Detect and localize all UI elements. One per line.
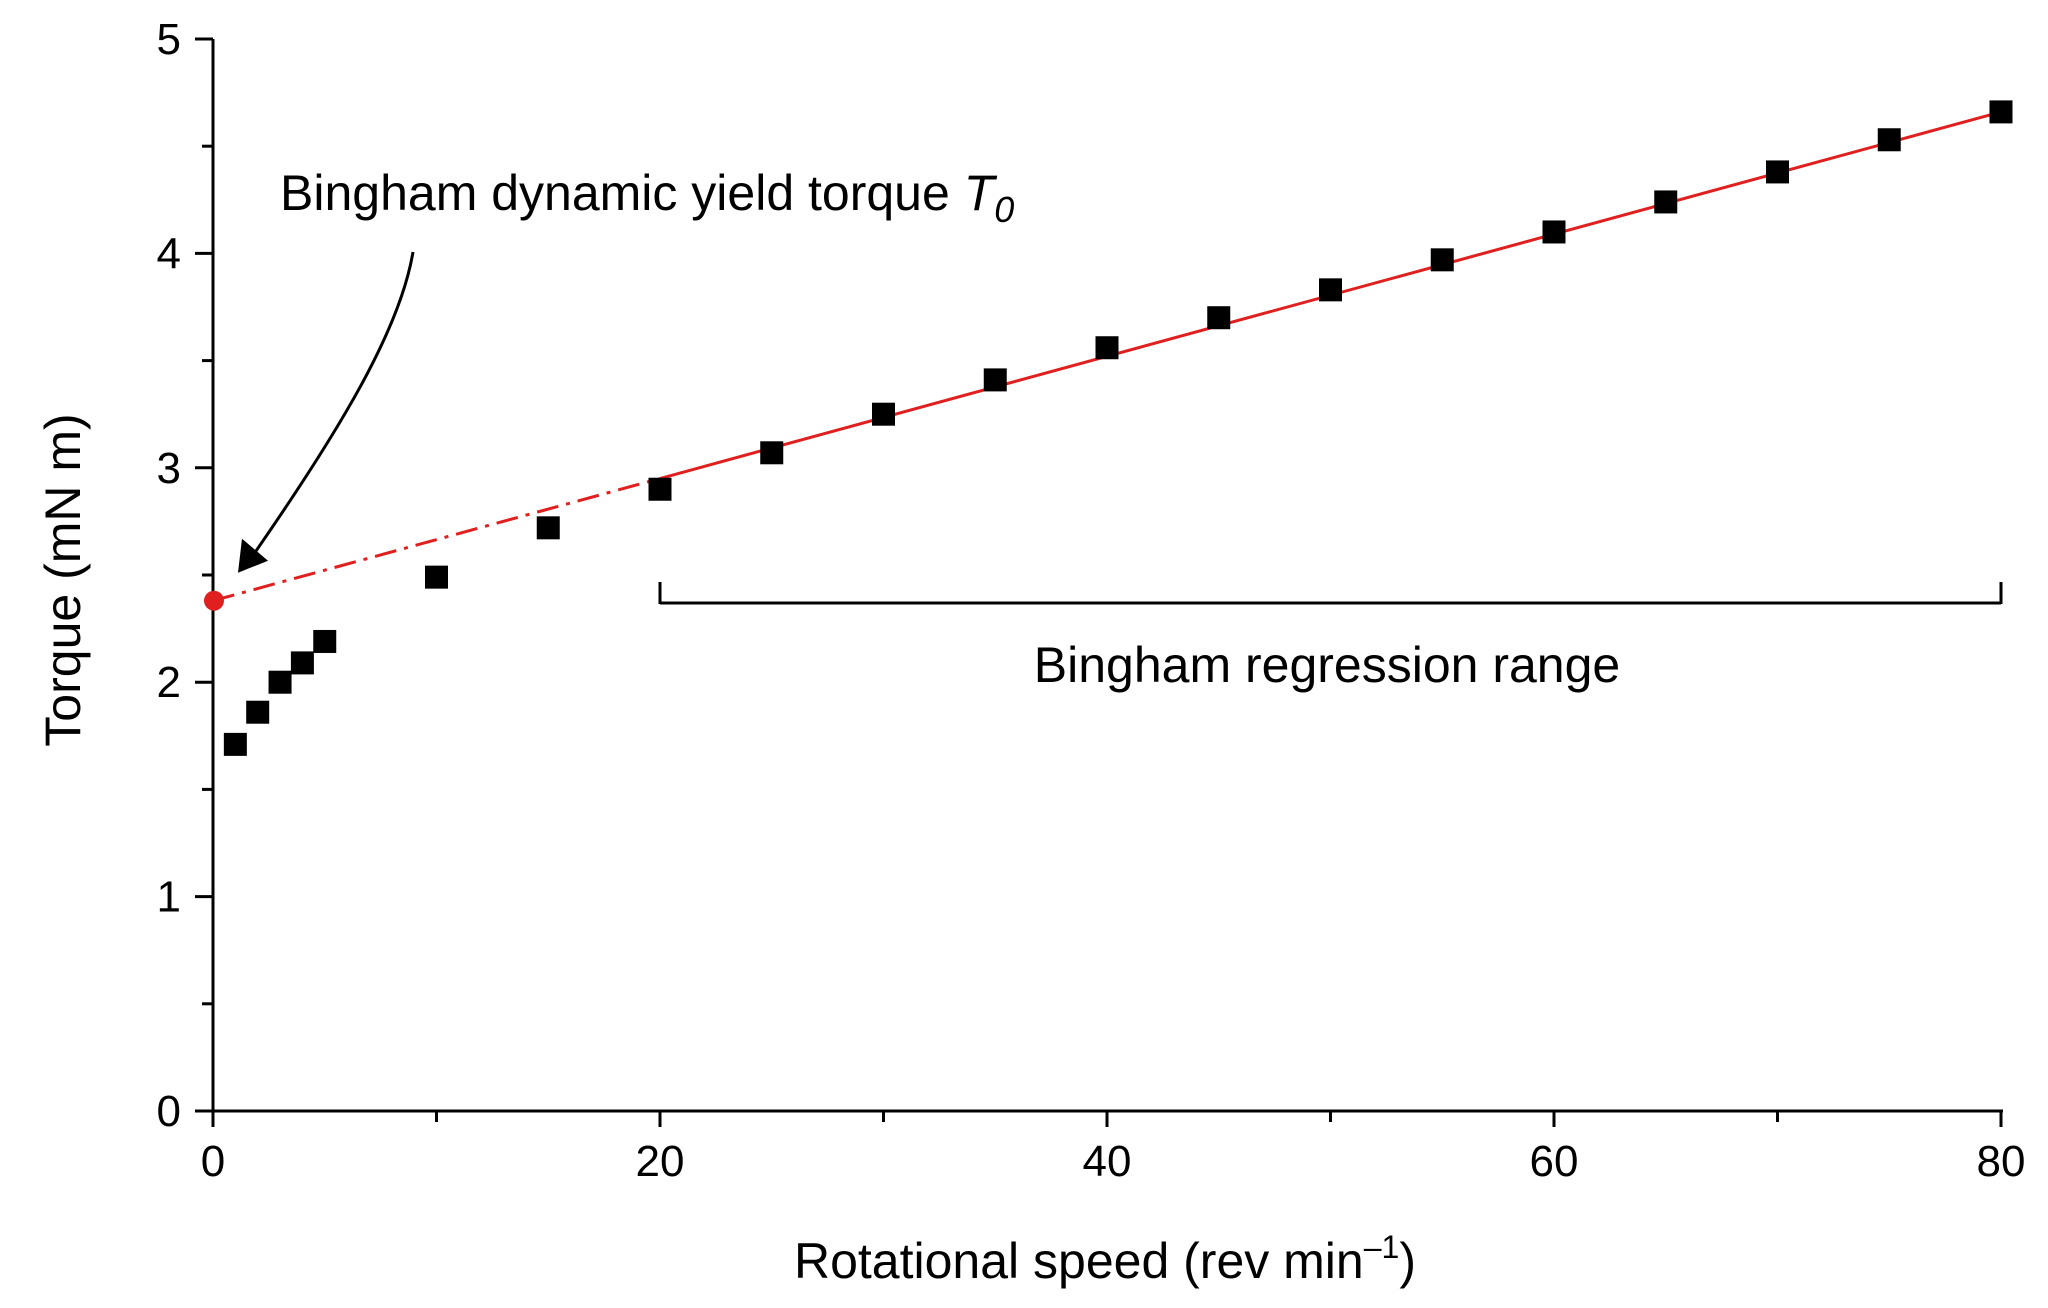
data-point	[290, 651, 314, 675]
data-point	[425, 565, 448, 589]
yield-label-text: Bingham dynamic yield torque	[280, 165, 964, 221]
data-point	[983, 368, 1007, 392]
x-tick-label: 0	[201, 1137, 225, 1186]
yield-label-symbol: T	[964, 165, 998, 221]
data-point	[1654, 190, 1678, 214]
data-point	[1319, 278, 1342, 302]
x-axis-title-text: Rotational speed (rev min	[794, 1233, 1364, 1289]
x-axis-title-close: )	[1399, 1233, 1416, 1289]
data-point	[760, 441, 784, 465]
y-tick-label: 1	[157, 873, 181, 922]
y-tick-label: 5	[157, 15, 181, 64]
data-point	[536, 516, 560, 540]
y-axis-title: Torque (mN m)	[35, 413, 91, 746]
y-tick-label: 4	[157, 229, 181, 278]
yield-torque-label: Bingham dynamic yield torque T0	[280, 165, 1014, 230]
data-point	[1766, 160, 1789, 184]
data-points	[223, 100, 2013, 756]
annotations: Bingham dynamic yield torque T0 Bingham …	[238, 165, 2003, 693]
x-axis-title-superscript: –1	[1364, 1229, 1400, 1265]
data-point	[1989, 100, 2013, 124]
annotation-arrow-head	[238, 538, 268, 573]
yield-label-subscript: 0	[994, 189, 1014, 230]
annotation-arrow-shaft	[250, 251, 415, 558]
data-point	[313, 629, 337, 653]
data-point	[1095, 336, 1119, 360]
data-point	[1542, 220, 1566, 244]
data-point	[1877, 128, 1901, 152]
x-tick-label: 60	[1530, 1137, 1579, 1186]
data-point	[1207, 306, 1231, 330]
yield-point-marker	[204, 590, 224, 611]
x-tick-label: 80	[1977, 1137, 2026, 1186]
data-point	[872, 402, 895, 426]
x-tick-label: 40	[1083, 1137, 1132, 1186]
y-tick-label: 0	[157, 1087, 181, 1136]
x-axis-title: Rotational speed (rev min–1)	[794, 1229, 1416, 1289]
x-tick-label: 20	[636, 1137, 685, 1186]
regression-line-extrapolated	[212, 477, 661, 603]
y-tick-label: 2	[157, 658, 181, 707]
axes: 0 20 40 60 80 0 1 2 3 4 5	[157, 15, 2026, 1186]
data-point	[648, 477, 672, 501]
data-point	[223, 732, 247, 756]
data-point	[1430, 248, 1454, 272]
data-point	[246, 700, 270, 724]
y-tick-label: 3	[157, 444, 181, 493]
data-point	[268, 670, 292, 694]
regression-range-label: Bingham regression range	[1034, 637, 1620, 693]
